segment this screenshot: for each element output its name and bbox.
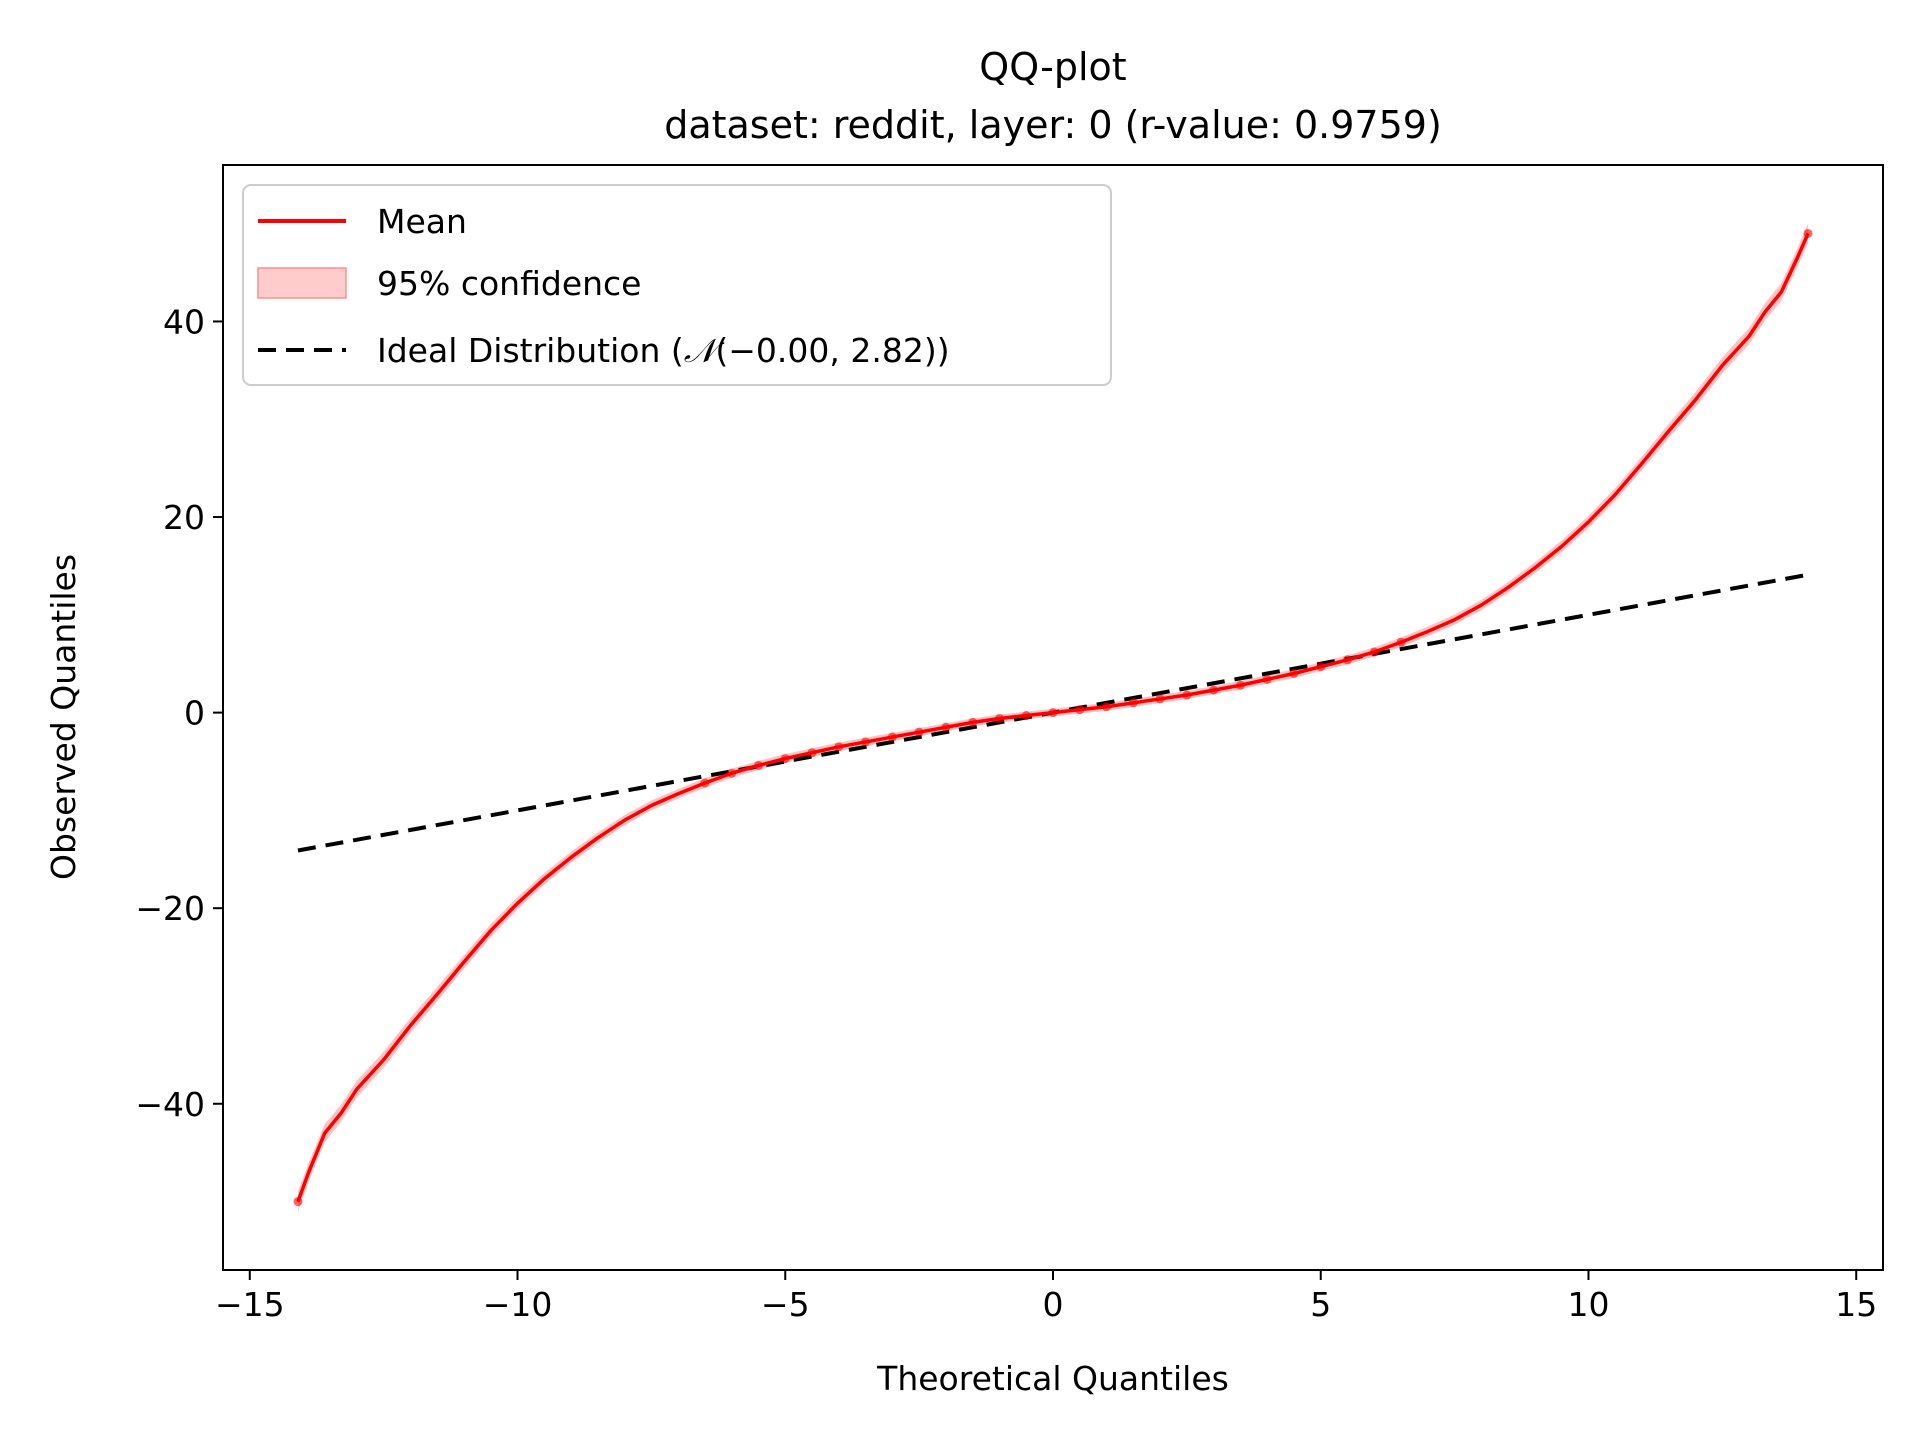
y-axis-label: Observed Quantiles: [44, 554, 83, 880]
x-tick-label: −15: [215, 1285, 285, 1324]
mean-point: [807, 748, 817, 758]
legend-box: [242, 184, 1112, 386]
y-tick-label: 0: [184, 694, 205, 733]
mean-point: [1021, 711, 1031, 721]
mean-point: [914, 727, 924, 737]
mean-point: [1803, 228, 1813, 238]
x-tick-label: 5: [1310, 1285, 1331, 1324]
x-tick-label: 15: [1835, 1285, 1877, 1324]
legend-ideal-math-args: (−0.00, 2.82): [715, 331, 936, 370]
mean-point: [753, 760, 763, 770]
y-tick-label: −40: [135, 1085, 205, 1124]
legend-band-label: 95% confidence: [377, 264, 641, 303]
y-tick-label: 40: [163, 302, 205, 341]
mean-point: [1343, 655, 1353, 665]
mean-point: [941, 722, 951, 732]
chart-subtitle: dataset: reddit, layer: 0 (r-value: 0.97…: [664, 103, 1442, 147]
mean-point: [1369, 647, 1379, 657]
x-axis-label: Theoretical Quantiles: [876, 1359, 1229, 1398]
mean-point: [1155, 694, 1165, 704]
mean-point: [1128, 698, 1138, 708]
mean-point: [1102, 702, 1112, 712]
legend: Mean 95% confidence Ideal Distribution (…: [242, 184, 1112, 386]
mean-point: [1316, 662, 1326, 672]
mean-point: [994, 713, 1004, 723]
x-tick-label: 0: [1043, 1285, 1064, 1324]
mean-point: [1262, 674, 1272, 684]
mean-point: [727, 768, 737, 778]
x-tick-label: 10: [1567, 1285, 1609, 1324]
y-tick-label: −20: [135, 889, 205, 928]
mean-point: [1182, 690, 1192, 700]
mean-point: [1289, 668, 1299, 678]
legend-mean-label: Mean: [377, 202, 467, 241]
mean-point: [1075, 705, 1085, 715]
mean-point: [1235, 680, 1245, 690]
mean-point: [780, 754, 790, 764]
chart-title: QQ-plot: [979, 45, 1126, 89]
legend-ideal-label: Ideal Distribution (𝒩(−0.00, 2.82)): [377, 331, 950, 370]
mean-point: [700, 778, 710, 788]
mean-point: [293, 1197, 303, 1207]
mean-point: [1209, 685, 1219, 695]
x-tick-label: −10: [483, 1285, 553, 1324]
y-axis-ticks: −40 −20 0 20 40: [135, 302, 223, 1124]
legend-band-swatch: [257, 267, 347, 299]
mean-point: [1396, 637, 1406, 647]
mean-point: [834, 742, 844, 752]
mean-point: [1048, 708, 1058, 718]
y-tick-label: 20: [163, 498, 205, 537]
mean-point: [861, 737, 871, 747]
x-axis-ticks: −15 −10 −5 0 5 10 15: [215, 1270, 1877, 1324]
mean-point: [968, 717, 978, 727]
points-layer: [293, 228, 1813, 1207]
x-tick-label: −5: [761, 1285, 810, 1324]
legend-ideal-suffix: ): [937, 331, 950, 370]
legend-ideal-prefix: Ideal Distribution (: [377, 331, 684, 370]
mean-point: [887, 732, 897, 742]
